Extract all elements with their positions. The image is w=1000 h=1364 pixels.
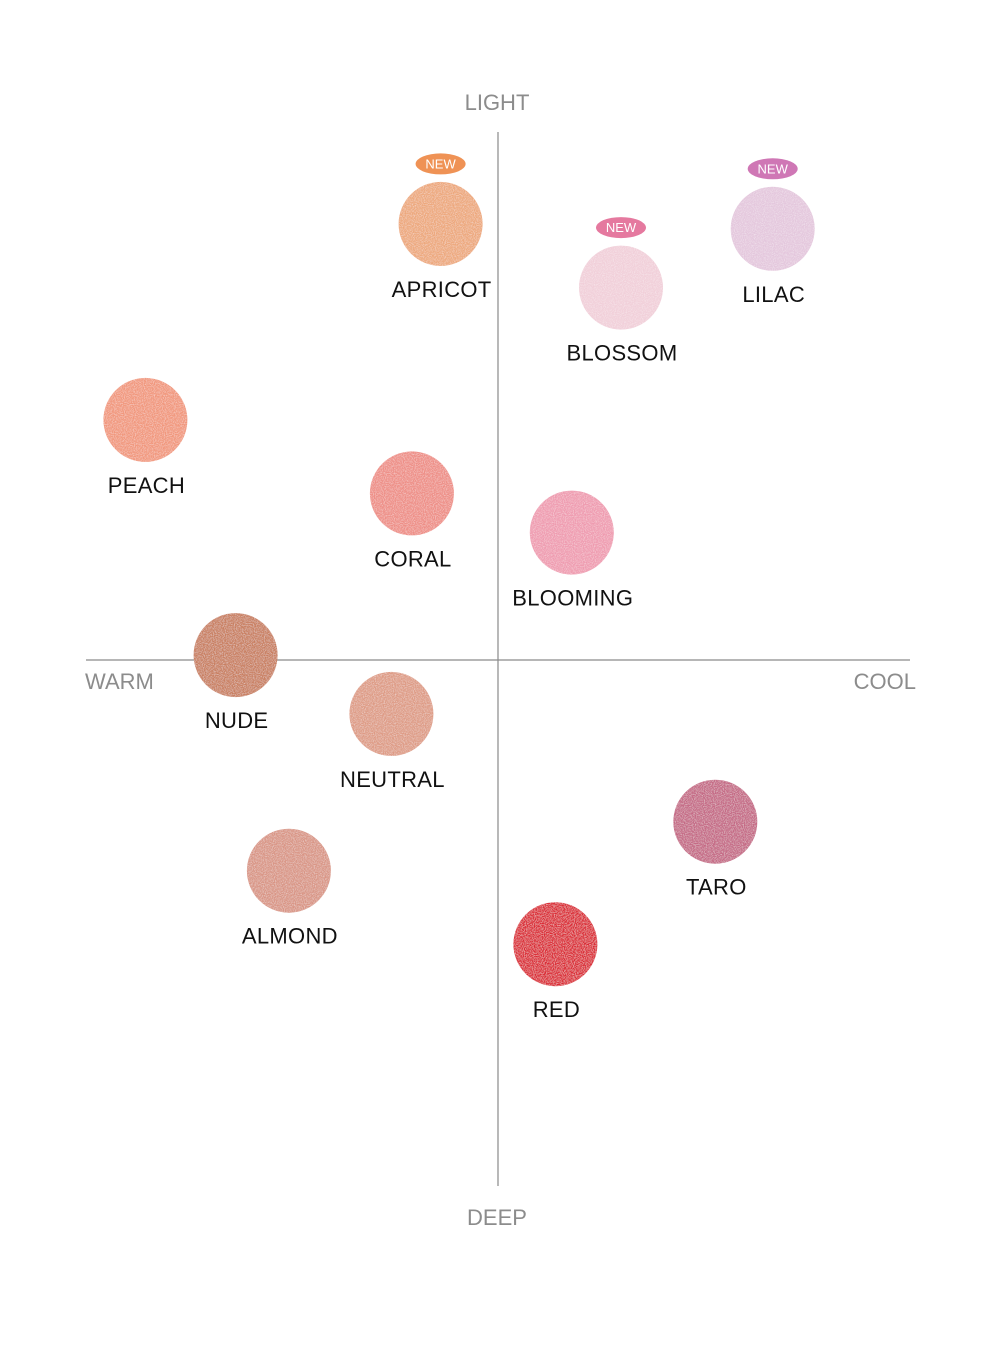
shade-swatch-taro bbox=[673, 779, 758, 864]
new-badge-blossom bbox=[596, 217, 646, 239]
shade-points: APRICOT NEW BLOSSOM NEW LILAC NEW PEACH CORAL BL… bbox=[103, 153, 815, 1022]
shade-swatch-lilac bbox=[730, 186, 815, 271]
shade-label-nude: NUDE bbox=[205, 708, 269, 733]
new-badge-apricot bbox=[415, 153, 466, 175]
shade-peach: PEACH bbox=[103, 377, 188, 498]
new-badge-text-lilac: NEW bbox=[758, 161, 789, 176]
shade-label-apricot: APRICOT bbox=[392, 277, 492, 302]
shade-label-red: RED bbox=[533, 997, 580, 1022]
shade-apricot: APRICOT NEW bbox=[392, 153, 492, 302]
shade-nude: NUDE bbox=[193, 613, 278, 733]
axis-label-deep: DEEP bbox=[467, 1205, 527, 1230]
shade-swatch-neutral bbox=[349, 671, 434, 756]
axis-label-light: LIGHT bbox=[465, 90, 530, 115]
shade-neutral: NEUTRAL bbox=[340, 671, 445, 792]
new-badge-lilac bbox=[747, 158, 798, 180]
shade-swatch-nude bbox=[193, 613, 278, 698]
shade-swatch-red bbox=[513, 902, 598, 987]
shade-label-coral: CORAL bbox=[374, 546, 451, 571]
new-badge-text-blossom: NEW bbox=[606, 220, 637, 235]
axis-label-warm: WARM bbox=[85, 669, 154, 694]
axis-label-cool: COOL bbox=[854, 669, 916, 694]
shade-swatch-apricot bbox=[398, 181, 483, 266]
shade-lilac: LILAC NEW bbox=[730, 158, 815, 307]
shade-blossom: BLOSSOM NEW bbox=[567, 217, 678, 366]
shade-almond: ALMOND bbox=[242, 828, 338, 949]
shade-label-peach: PEACH bbox=[108, 473, 185, 498]
shade-blooming: BLOOMING bbox=[512, 490, 633, 611]
new-badge-text-apricot: NEW bbox=[425, 157, 456, 172]
shade-swatch-peach bbox=[103, 377, 188, 462]
shade-label-neutral: NEUTRAL bbox=[340, 767, 445, 792]
shade-swatch-blossom bbox=[579, 245, 663, 330]
shade-coral: CORAL bbox=[369, 451, 454, 571]
shade-label-blossom: BLOSSOM bbox=[567, 341, 678, 366]
shade-label-lilac: LILAC bbox=[742, 282, 805, 307]
shade-swatch-blooming bbox=[529, 490, 614, 575]
shade-label-almond: ALMOND bbox=[242, 924, 338, 949]
shade-label-blooming: BLOOMING bbox=[512, 586, 633, 611]
shade-taro: TARO bbox=[673, 779, 758, 900]
shade-label-taro: TARO bbox=[686, 875, 747, 900]
shade-red: RED bbox=[513, 902, 598, 1022]
shade-swatch-almond bbox=[246, 828, 331, 913]
shade-swatch-coral bbox=[369, 451, 454, 536]
